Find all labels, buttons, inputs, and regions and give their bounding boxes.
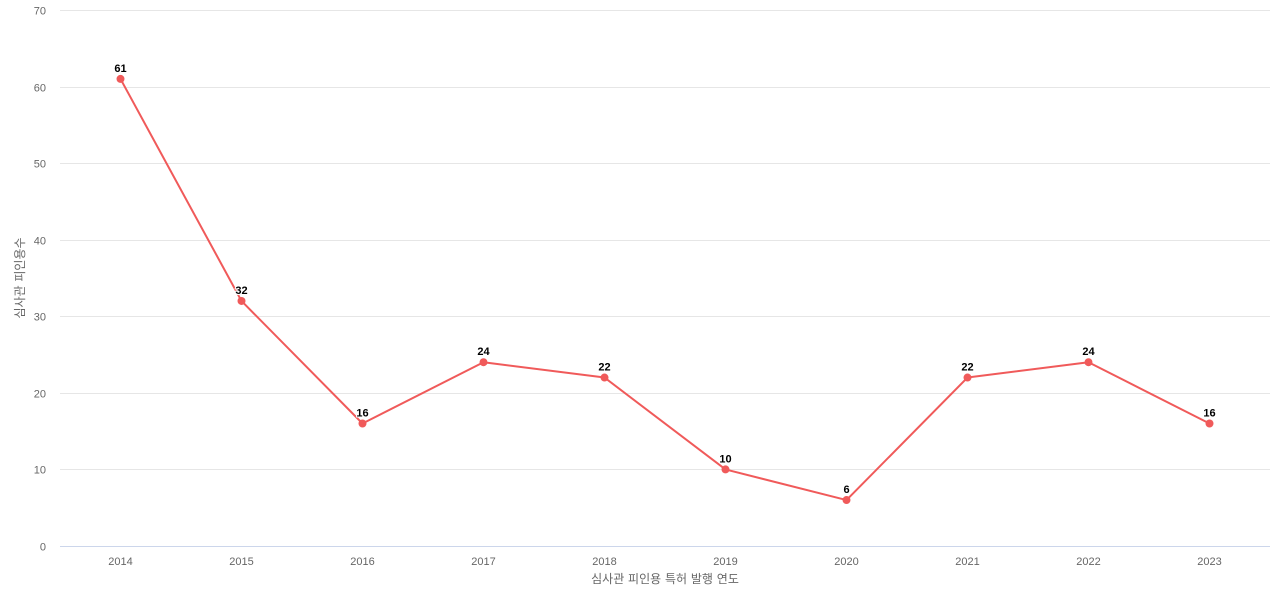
x-axis-ticks: 2014 2015 2016 2017 2018 2019 2020 2021 2022 2023 xyxy=(108,556,1221,568)
y-tick-label: 10 xyxy=(34,465,46,477)
data-value-label: 24 xyxy=(1082,346,1095,358)
data-point-marker[interactable] xyxy=(842,496,851,505)
x-tick-label: 2021 xyxy=(955,556,979,568)
data-point-marker[interactable] xyxy=(600,373,609,382)
data-point-marker[interactable] xyxy=(116,74,125,83)
data-points xyxy=(116,74,1214,505)
series-line xyxy=(119,77,1211,502)
data-point-marker[interactable] xyxy=(479,358,488,367)
y-tick-label: 30 xyxy=(34,312,46,324)
x-tick-label: 2020 xyxy=(834,556,858,568)
x-tick-label: 2014 xyxy=(108,556,132,568)
data-value-label: 22 xyxy=(961,362,973,374)
data-value-label: 10 xyxy=(719,453,731,465)
data-point-marker[interactable] xyxy=(358,419,367,428)
y-tick-label: 60 xyxy=(34,83,46,95)
y-tick-label: 20 xyxy=(34,389,46,401)
y-axis-ticks: 0 10 20 30 40 50 60 70 xyxy=(34,6,46,554)
data-value-label: 24 xyxy=(477,346,490,358)
y-tick-label: 50 xyxy=(34,159,46,171)
data-value-label: 22 xyxy=(598,362,610,374)
x-tick-label: 2019 xyxy=(713,556,737,568)
x-tick-label: 2022 xyxy=(1076,556,1100,568)
data-value-label: 16 xyxy=(356,407,368,419)
x-tick-label: 2016 xyxy=(350,556,374,568)
y-tick-label: 40 xyxy=(34,236,46,248)
x-axis-title: 심사관 피인용 특허 발행 연도 xyxy=(591,571,739,586)
data-point-marker[interactable] xyxy=(237,296,246,305)
y-axis-title: 심사관 피인용수 xyxy=(13,237,27,318)
data-value-label: 61 xyxy=(114,63,126,75)
data-point-marker[interactable] xyxy=(1205,419,1214,428)
x-tick-label: 2015 xyxy=(229,556,253,568)
x-tick-label: 2023 xyxy=(1197,556,1221,568)
data-value-label: 16 xyxy=(1203,407,1215,419)
gridlines xyxy=(60,10,1270,547)
data-value-label: 6 xyxy=(843,484,849,496)
y-tick-label: 70 xyxy=(34,6,46,18)
data-point-marker[interactable] xyxy=(963,373,972,382)
data-labels: 61 32 16 24 22 10 6 22 24 16 xyxy=(113,62,1216,497)
data-value-label: 32 xyxy=(235,285,247,297)
series-path xyxy=(119,77,1211,502)
data-point-marker[interactable] xyxy=(1084,358,1093,367)
x-tick-label: 2017 xyxy=(471,556,495,568)
data-point-marker[interactable] xyxy=(721,465,730,474)
y-tick-label: 0 xyxy=(40,542,46,554)
x-tick-label: 2018 xyxy=(592,556,616,568)
